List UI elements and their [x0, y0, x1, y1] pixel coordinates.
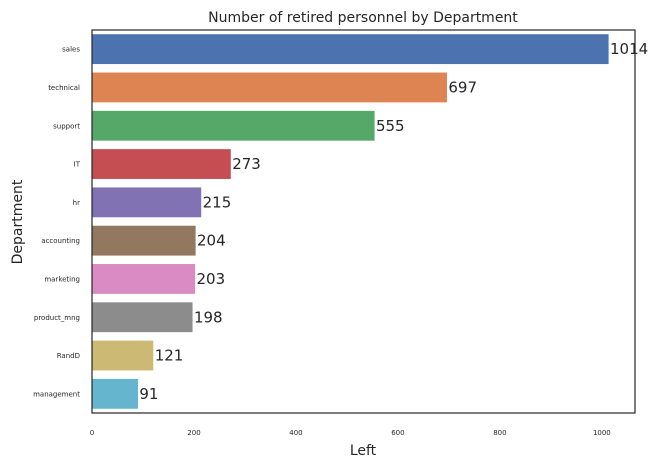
data-label: 1014 [610, 40, 648, 58]
y-tick-label: IT [74, 161, 81, 169]
x-tick-label: 400 [289, 429, 302, 437]
x-tick-label: 800 [493, 429, 506, 437]
plot-area: sales 1014 technical 697 support 555 IT 273 hr 21… [33, 33, 648, 437]
bar-accounting [91, 224, 197, 257]
y-axis-label: Department [10, 179, 26, 264]
data-label: 555 [376, 117, 405, 135]
chart-title: Number of retired personnel by Departmen… [208, 10, 518, 26]
data-label: 121 [155, 347, 184, 365]
data-label: 91 [139, 385, 158, 403]
data-label: 204 [197, 232, 226, 250]
data-label: 203 [197, 270, 226, 288]
y-tick-label: support [53, 122, 80, 130]
data-label: 215 [203, 193, 232, 211]
bar-it [91, 148, 232, 180]
data-label: 273 [232, 155, 261, 173]
bar-support [91, 110, 376, 142]
plot-frame [91, 29, 636, 414]
data-label: 697 [448, 78, 477, 96]
y-tick-label: RandD [57, 352, 80, 360]
bar-randd [91, 339, 155, 372]
bar-hr [91, 186, 203, 219]
bar-marketing [91, 263, 196, 295]
x-tick-label: 0 [90, 429, 94, 437]
y-tick-label: product_mng [34, 314, 80, 322]
x-tick-label: 600 [391, 429, 404, 437]
y-tick-label: management [33, 390, 80, 398]
y-tick-label: hr [73, 199, 80, 207]
bar-sales [91, 33, 610, 65]
x-tick-label: 200 [187, 429, 200, 437]
x-axis-label: Left [350, 443, 377, 459]
y-tick-label: accounting [41, 237, 80, 245]
y-tick-label: marketing [44, 275, 80, 283]
data-label: 198 [194, 308, 223, 326]
x-tick-label: 1000 [593, 429, 611, 437]
bar-management [91, 378, 139, 410]
y-tick-label: technical [48, 84, 80, 92]
y-tick-label: sales [62, 46, 80, 54]
bar-technical [91, 71, 448, 104]
bar-product-mng [91, 301, 194, 333]
